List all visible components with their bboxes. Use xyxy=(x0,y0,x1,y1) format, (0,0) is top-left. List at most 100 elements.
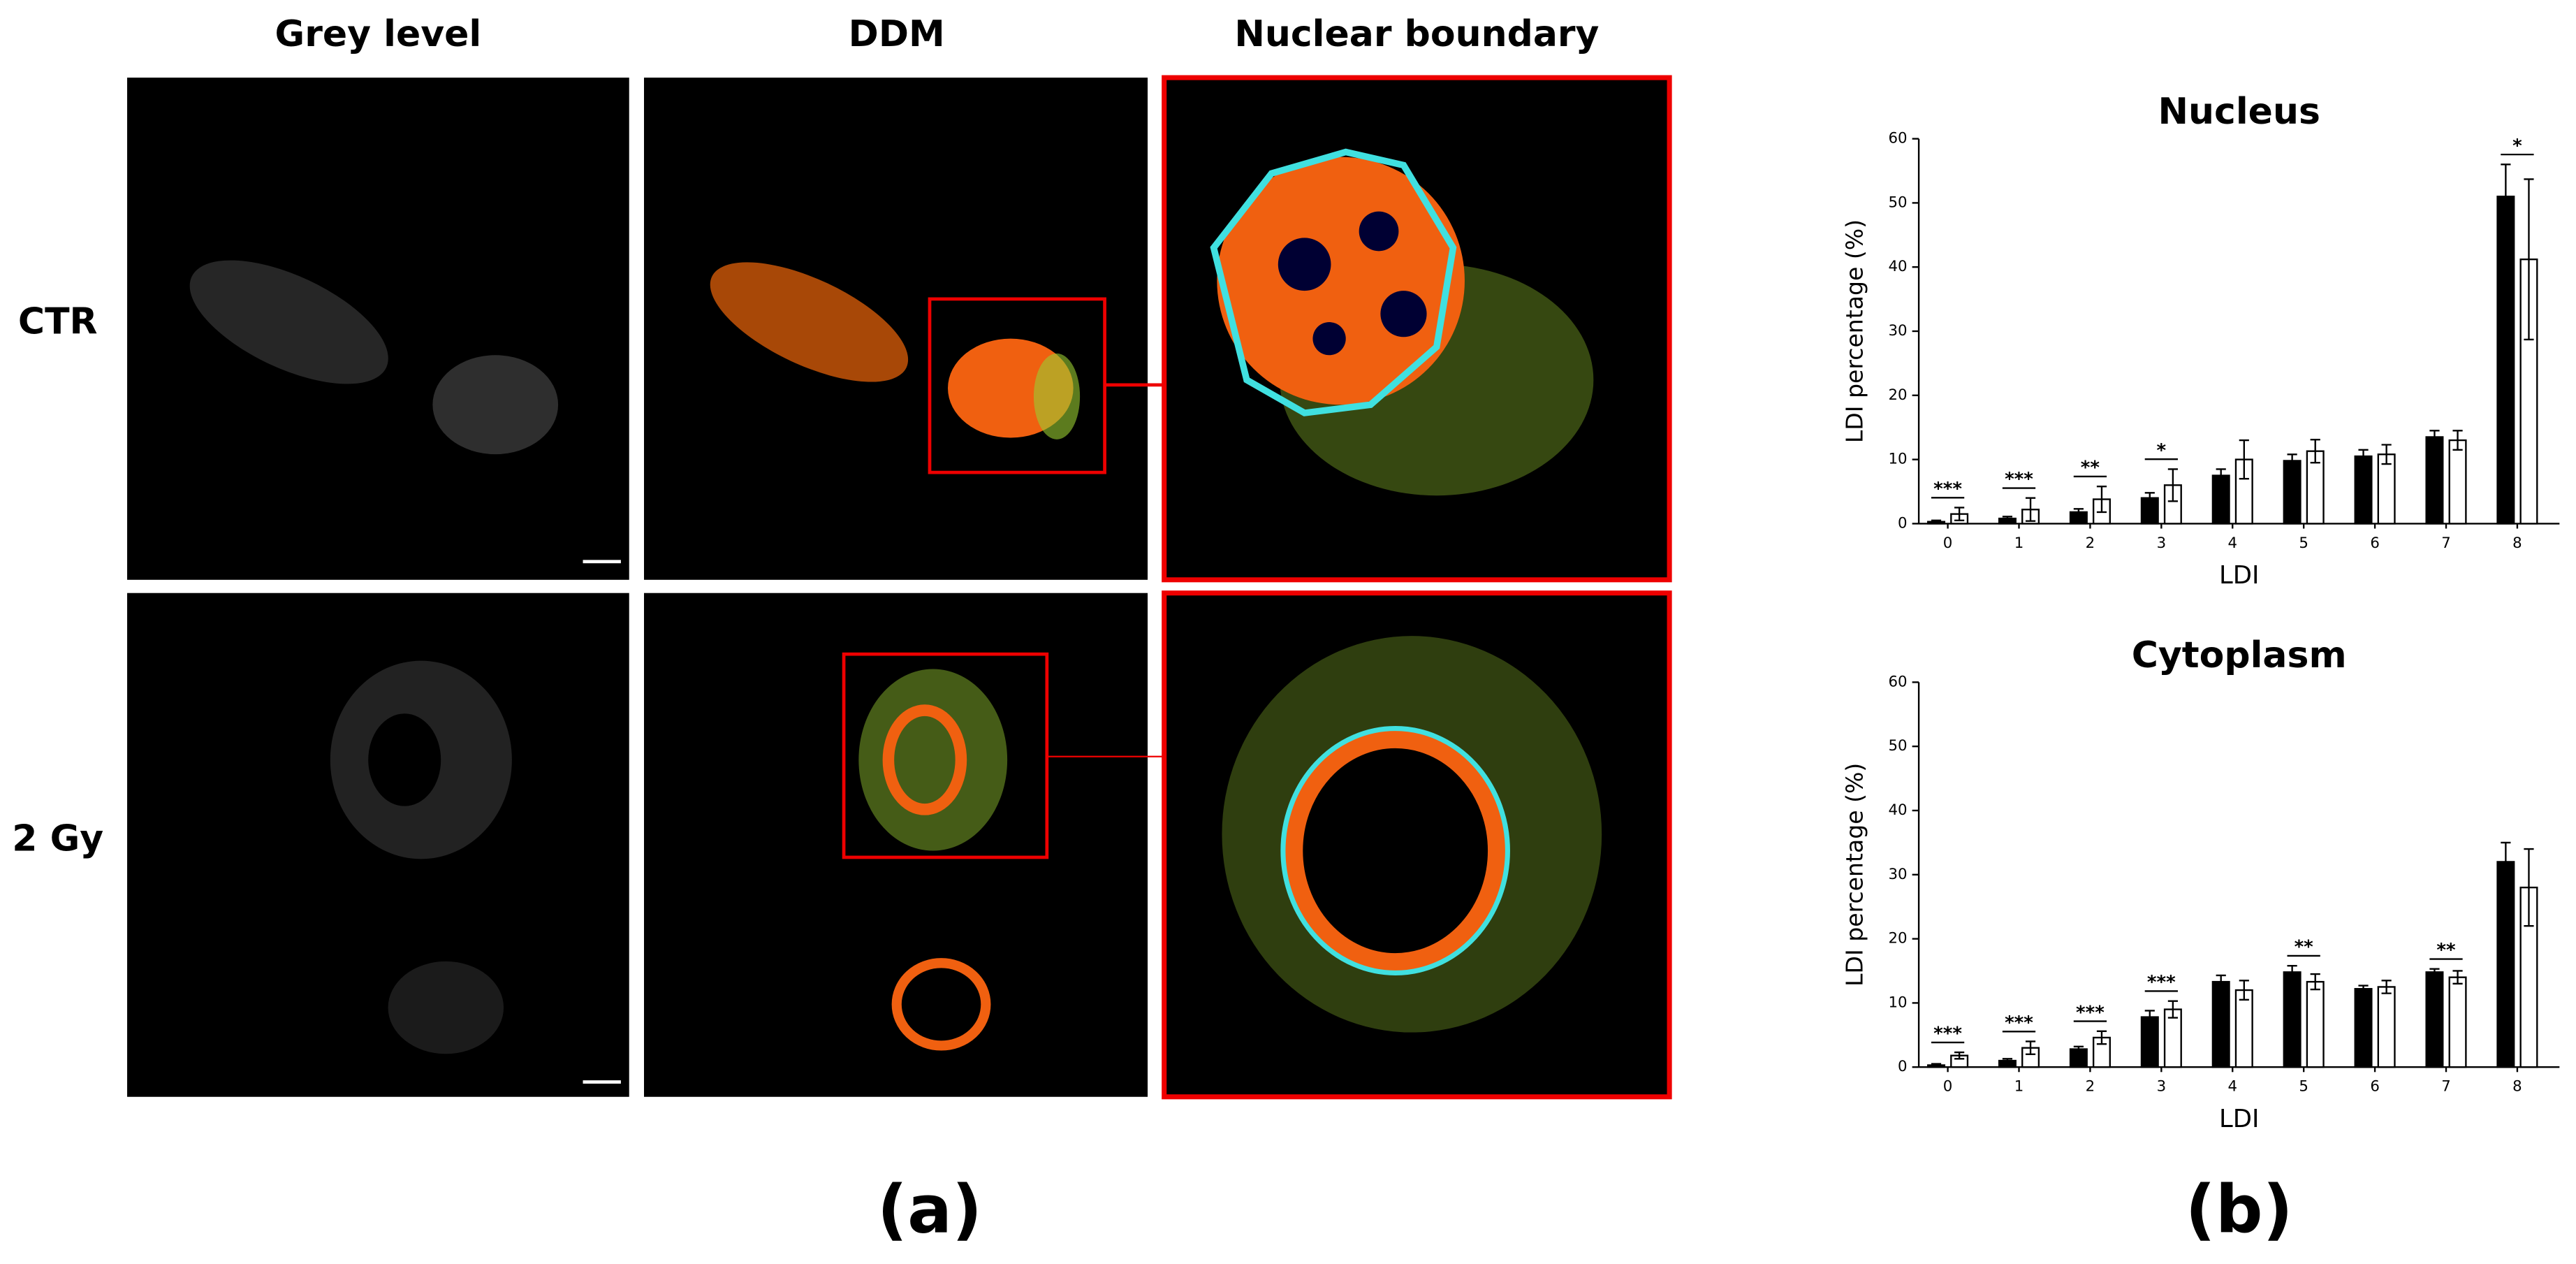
significance: ** xyxy=(2081,458,2100,479)
bar xyxy=(2306,980,2325,1068)
error-bar xyxy=(1954,1051,1965,1060)
x-axis-label: LDI xyxy=(2219,1105,2260,1133)
error-bar xyxy=(2524,848,2534,927)
x-tick-label: 0 xyxy=(1943,535,1953,552)
x-tick-label: 4 xyxy=(2227,535,2237,552)
y-tick-label: 50 xyxy=(1888,194,1907,211)
error-bar xyxy=(2002,516,2013,522)
x-tick-label: 0 xyxy=(1943,1078,1953,1096)
error-bar xyxy=(2287,964,2297,980)
bar xyxy=(2496,196,2515,525)
error-bar xyxy=(2216,468,2226,483)
image-grey-2gy xyxy=(127,593,629,1097)
significance: ** xyxy=(2295,937,2314,958)
y-tick-label: 10 xyxy=(1888,994,1907,1011)
bar xyxy=(2377,986,2396,1068)
error-bar xyxy=(2310,973,2320,991)
error-bar xyxy=(2524,178,2534,341)
image-ddm-2gy xyxy=(644,593,1164,1097)
error-bar xyxy=(2381,444,2392,465)
error-bar xyxy=(1931,519,1942,524)
bar xyxy=(2496,861,2515,1068)
error-bar xyxy=(2167,468,2178,502)
y-tick-label: 20 xyxy=(1888,386,1907,404)
significance: *** xyxy=(1933,479,1962,500)
bar xyxy=(2448,976,2467,1068)
x-tick-label: 7 xyxy=(2441,535,2451,552)
y-axis-label: LDI percentage (%) xyxy=(1841,763,1868,987)
error-bar xyxy=(2167,1000,2178,1019)
image-ddm-ctr xyxy=(644,78,1164,580)
image-boundary-ctr xyxy=(1162,75,1672,583)
image-boundary-2gy xyxy=(1162,590,1672,1100)
error-bar xyxy=(2239,980,2249,1001)
x-tick-label: 2 xyxy=(2086,535,2095,552)
error-bar xyxy=(2096,485,2107,514)
y-tick-label: 10 xyxy=(1888,451,1907,468)
bar xyxy=(2283,460,2301,525)
y-tick-label: 60 xyxy=(1888,673,1907,690)
panel-label: (a) xyxy=(877,1171,982,1248)
image-grey-ctr xyxy=(127,78,629,580)
error-bar xyxy=(2501,841,2511,882)
bar xyxy=(2354,988,2373,1068)
error-bar xyxy=(2096,1030,2107,1045)
chart-title: Cytoplasm xyxy=(2132,634,2347,676)
y-tick-label: 40 xyxy=(1888,801,1907,819)
error-bar xyxy=(2025,1040,2036,1056)
y-tick-label: 0 xyxy=(1898,1058,1908,1075)
x-tick-label: 3 xyxy=(2157,535,2167,552)
y-axis-label: LDI percentage (%) xyxy=(1841,219,1868,443)
significance: *** xyxy=(2147,972,2176,993)
significance: *** xyxy=(2005,1012,2033,1033)
x-tick-label: 4 xyxy=(2227,1078,2237,1096)
error-bar xyxy=(2452,430,2463,451)
bar xyxy=(2425,971,2444,1068)
y-tick-label: 60 xyxy=(1888,130,1907,147)
x-tick-label: 2 xyxy=(2086,1078,2095,1096)
error-bar xyxy=(2073,1045,2084,1053)
error-bar xyxy=(2002,1058,2013,1063)
y-tick-label: 20 xyxy=(1888,930,1907,947)
x-tick-label: 5 xyxy=(2299,535,2308,552)
significance: * xyxy=(2512,136,2522,157)
x-tick-label: 8 xyxy=(2512,1078,2522,1096)
error-bar xyxy=(2025,497,2036,522)
bar xyxy=(2448,439,2467,525)
error-bar xyxy=(2501,164,2511,230)
x-tick-label: 7 xyxy=(2441,1078,2451,1096)
x-tick-label: 1 xyxy=(2014,535,2024,552)
y-tick-label: 30 xyxy=(1888,866,1907,883)
error-bar xyxy=(1954,507,1965,522)
row-label: CTR xyxy=(18,300,98,342)
error-bar xyxy=(2287,453,2297,468)
x-tick-label: 5 xyxy=(2299,1078,2308,1096)
error-bar xyxy=(2429,430,2440,444)
error-bar xyxy=(2144,492,2155,504)
bar xyxy=(2234,989,2253,1068)
x-tick-label: 8 xyxy=(2512,535,2522,552)
y-tick-label: 30 xyxy=(1888,322,1907,340)
error-bar xyxy=(2239,439,2249,480)
error-bar xyxy=(2358,985,2369,993)
error-bar xyxy=(2216,974,2226,989)
significance: *** xyxy=(2076,1002,2105,1023)
error-bar xyxy=(2310,438,2320,464)
y-tick-label: 40 xyxy=(1888,258,1907,275)
error-bar xyxy=(2381,980,2392,994)
error-bar xyxy=(2429,968,2440,977)
bar xyxy=(2283,971,2301,1068)
x-tick-label: 6 xyxy=(2370,1078,2380,1096)
row-label: 2 Gy xyxy=(12,818,103,859)
x-tick-label: 1 xyxy=(2014,1078,2024,1096)
panel-label: (b) xyxy=(2186,1171,2293,1248)
x-axis-label: LDI xyxy=(2219,561,2260,590)
bar xyxy=(2211,980,2230,1068)
error-bar xyxy=(2358,449,2369,464)
significance: ** xyxy=(2436,940,2456,961)
column-header: Grey level xyxy=(275,13,482,55)
significance: * xyxy=(2157,440,2167,461)
chart-title: Nucleus xyxy=(2158,91,2320,133)
